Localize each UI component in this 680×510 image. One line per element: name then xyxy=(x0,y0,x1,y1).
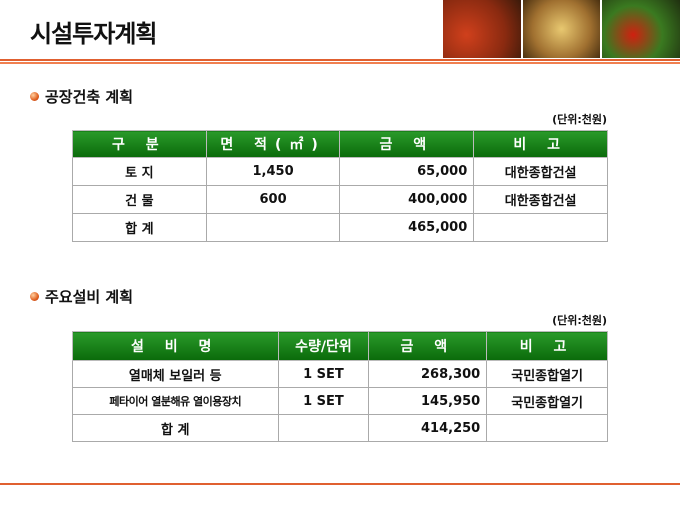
section-heading: 주요설비 계획 xyxy=(30,286,133,307)
bullet-icon xyxy=(30,292,39,301)
cell: 600 xyxy=(205,185,341,214)
unit-label: (단위:천원) xyxy=(552,113,607,126)
cell: 1 SET xyxy=(277,387,370,415)
cell: 토 지 xyxy=(72,157,207,186)
col-header: 구 분 xyxy=(72,130,207,158)
col-header: 비 고 xyxy=(486,331,608,361)
cell: 합 계 xyxy=(72,213,207,242)
col-header: 금 액 xyxy=(368,331,488,361)
cell: 열매체 보일러 등 xyxy=(72,360,279,388)
food-photos xyxy=(443,0,680,58)
cell: 65,000 xyxy=(339,157,475,186)
cell xyxy=(486,414,608,442)
table-row: 페타이어 열분해유 열이용장치 1 SET 145,950 국민종합열기 xyxy=(72,387,608,415)
cell: 465,000 xyxy=(339,213,475,242)
col-header: 면 적(㎡) xyxy=(205,130,341,158)
footer-divider xyxy=(0,483,680,485)
cell xyxy=(277,414,370,442)
cell: 414,250 xyxy=(368,414,488,442)
cell xyxy=(473,213,608,242)
cell: 1,450 xyxy=(205,157,341,186)
cell: 합 계 xyxy=(72,414,279,442)
cell: 국민종합열기 xyxy=(486,360,608,388)
col-header: 비 고 xyxy=(473,130,608,158)
cell: 대한종합건설 xyxy=(473,185,608,214)
unit-label: (단위:천원) xyxy=(552,314,607,327)
cell: 1 SET xyxy=(277,360,370,388)
divider xyxy=(0,59,680,61)
table-row: 건 물 600 400,000 대한종합건설 xyxy=(72,185,608,214)
cell xyxy=(205,213,341,242)
heading-text: 주요설비 계획 xyxy=(45,288,134,306)
cell: 145,950 xyxy=(368,387,488,415)
cell: 268,300 xyxy=(368,360,488,388)
table-row: 합 계 414,250 xyxy=(72,414,608,442)
table-row: 합 계 465,000 xyxy=(72,213,608,242)
col-header: 금 액 xyxy=(339,130,475,158)
cell: 국민종합열기 xyxy=(486,387,608,415)
cell: 건 물 xyxy=(72,185,207,214)
section-heading: 공장건축 계획 xyxy=(30,86,133,107)
cell: 페타이어 열분해유 열이용장치 xyxy=(72,387,279,415)
table-row: 토 지 1,450 65,000 대한종합건설 xyxy=(72,157,608,186)
divider xyxy=(0,62,680,64)
col-header: 수량/단위 xyxy=(277,331,370,361)
bullet-icon xyxy=(30,92,39,101)
cell: 400,000 xyxy=(339,185,475,214)
cell: 대한종합건설 xyxy=(473,157,608,186)
col-header: 설 비 명 xyxy=(72,331,279,361)
heading-text: 공장건축 계획 xyxy=(45,88,134,106)
page-title: 시설투자계획 xyxy=(30,20,157,48)
